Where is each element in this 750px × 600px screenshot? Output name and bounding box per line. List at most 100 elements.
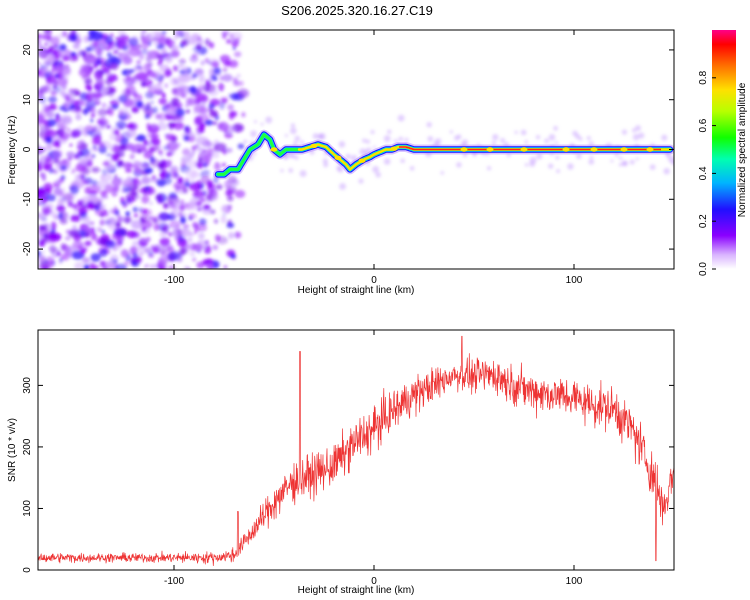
noise-blob bbox=[127, 162, 135, 168]
noise-blob bbox=[168, 251, 181, 261]
noise-blob bbox=[185, 35, 191, 40]
noise-blob bbox=[123, 261, 130, 266]
noise-speck bbox=[365, 160, 371, 166]
noise-speck bbox=[404, 137, 409, 143]
noise-speck bbox=[555, 155, 560, 160]
noise-blob bbox=[113, 49, 119, 55]
noise-blob bbox=[169, 125, 173, 130]
noise-blob bbox=[208, 103, 215, 109]
noise-blob bbox=[95, 126, 101, 134]
noise-blob bbox=[236, 73, 241, 78]
noise-speck bbox=[318, 133, 324, 140]
noise-blob bbox=[71, 168, 76, 175]
noise-blob bbox=[87, 86, 92, 92]
noise-blob bbox=[38, 254, 46, 263]
noise-speck bbox=[506, 152, 511, 158]
noise-blob bbox=[38, 114, 44, 122]
spectrogram-x-ticks: -100 0 100 bbox=[164, 30, 583, 286]
noise-blob bbox=[108, 55, 118, 63]
snr-y-ticks: 0 100 200 300 bbox=[22, 377, 674, 573]
noise-blob bbox=[54, 65, 63, 73]
noise-blob bbox=[176, 143, 181, 147]
noise-speck bbox=[350, 154, 358, 162]
noise-speck bbox=[485, 152, 490, 156]
noise-blob bbox=[68, 254, 72, 258]
noise-blob bbox=[44, 129, 58, 139]
noise-blob bbox=[58, 105, 67, 111]
noise-blob bbox=[194, 117, 202, 126]
noise-blob bbox=[90, 113, 96, 118]
noise-blob bbox=[105, 195, 109, 200]
noise-speck bbox=[383, 158, 391, 165]
noise-blob bbox=[184, 177, 190, 182]
ridge-core-red bbox=[399, 146, 661, 151]
ridge-knot bbox=[590, 147, 598, 152]
noise-blob bbox=[197, 207, 202, 211]
noise-blob bbox=[158, 150, 163, 156]
noise-blob bbox=[143, 63, 152, 73]
noise-blob bbox=[79, 229, 87, 239]
noise-blob bbox=[158, 212, 170, 221]
noise-blob bbox=[146, 236, 151, 242]
noise-blob bbox=[207, 89, 219, 97]
noise-blob bbox=[170, 49, 180, 58]
noise-speck bbox=[292, 154, 297, 159]
noise-speck bbox=[661, 134, 668, 141]
noise-blob bbox=[48, 96, 58, 103]
noise-speck bbox=[288, 168, 294, 173]
noise-blob bbox=[204, 38, 211, 46]
noise-blob bbox=[228, 59, 239, 68]
noise-blob bbox=[104, 35, 114, 45]
noise-blob bbox=[164, 70, 172, 78]
noise-blob bbox=[121, 201, 125, 205]
noise-speck bbox=[548, 163, 554, 169]
noise-blob bbox=[71, 215, 80, 221]
noise-blob bbox=[51, 69, 54, 73]
noise-blob bbox=[161, 227, 167, 232]
noise-blob bbox=[38, 39, 42, 45]
noise-blob bbox=[187, 159, 200, 169]
noise-blob bbox=[82, 257, 91, 264]
noise-speck bbox=[323, 162, 329, 168]
noise-speck bbox=[456, 162, 462, 168]
noise-blob bbox=[93, 124, 98, 129]
noise-blob bbox=[194, 191, 200, 196]
noise-blob bbox=[146, 101, 151, 107]
noise-blob bbox=[201, 169, 210, 177]
noise-blob bbox=[87, 45, 97, 52]
noise-blob bbox=[125, 168, 132, 173]
noise-blob bbox=[86, 201, 95, 209]
x-tick-label: 0 bbox=[371, 576, 377, 587]
noise-blob bbox=[196, 180, 201, 185]
noise-blob bbox=[74, 105, 82, 112]
noise-blob bbox=[179, 247, 187, 256]
noise-blob bbox=[136, 134, 146, 142]
noise-blob bbox=[80, 64, 90, 74]
noise-blob bbox=[77, 51, 82, 57]
noise-speck bbox=[427, 135, 434, 142]
y-tick-label: 10 bbox=[22, 94, 33, 106]
x-tick-label: 100 bbox=[566, 576, 583, 587]
noise-blob bbox=[214, 218, 219, 224]
noise-blob bbox=[184, 181, 190, 188]
ridge-knot bbox=[562, 147, 570, 152]
noise-blob bbox=[161, 49, 167, 54]
noise-blob bbox=[140, 218, 146, 223]
noise-blob bbox=[223, 265, 228, 269]
noise-blob bbox=[192, 256, 197, 262]
noise-blob bbox=[55, 114, 61, 123]
noise-blob bbox=[212, 244, 219, 250]
noise-blob bbox=[148, 201, 154, 206]
noise-blob bbox=[172, 113, 181, 120]
noise-blob bbox=[142, 146, 148, 152]
noise-blob bbox=[203, 163, 208, 168]
noise-speck bbox=[289, 127, 297, 135]
noise-blob bbox=[57, 212, 64, 220]
noise-blob bbox=[188, 153, 194, 159]
noise-blob bbox=[38, 201, 41, 206]
noise-blob bbox=[111, 233, 122, 240]
noise-blob bbox=[187, 237, 193, 242]
noise-blob bbox=[172, 45, 180, 51]
noise-blob bbox=[120, 55, 133, 65]
noise-speck bbox=[397, 114, 405, 122]
